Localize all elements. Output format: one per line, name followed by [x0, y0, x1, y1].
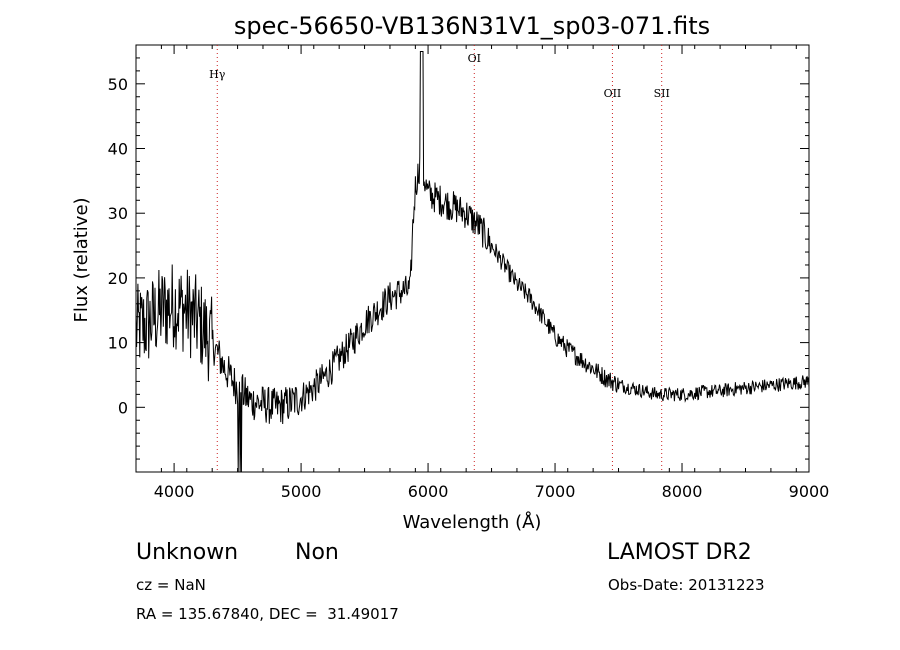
- axis-ticks: 4000 5000 6000 7000 8000 9000 0 10 20 30 40 50: [108, 45, 830, 501]
- emission-line-markers: Hγ OI OII SII: [209, 45, 670, 472]
- x-tick-label: 9000: [789, 482, 830, 501]
- spectrum-line: [135, 51, 810, 473]
- x-tick-label: 5000: [281, 482, 322, 501]
- cz-text: cz = NaN: [136, 576, 206, 594]
- subclass-label: Non: [295, 540, 339, 565]
- y-tick-label: 30: [108, 204, 128, 223]
- y-tick-label: 10: [108, 334, 128, 353]
- x-tick-label: 8000: [662, 482, 703, 501]
- y-axis-label: Flux (relative): [71, 197, 92, 322]
- line-marker-label: OII: [604, 87, 622, 100]
- x-tick-label: 6000: [408, 482, 449, 501]
- obs-date-text: Obs-Date: 20131223: [608, 576, 765, 594]
- plot-frame: [135, 44, 810, 473]
- y-tick-label: 20: [108, 269, 128, 288]
- survey-label: LAMOST DR2: [607, 540, 752, 565]
- x-tick-label: 7000: [535, 482, 576, 501]
- line-marker-label: SII: [654, 87, 670, 100]
- chart-title: spec-56650-VB136N31V1_sp03-071.fits: [234, 12, 710, 40]
- x-tick-label: 4000: [154, 482, 195, 501]
- x-axis-label: Wavelength (Å): [403, 511, 542, 533]
- class-label: Unknown: [136, 540, 239, 565]
- y-tick-label: 50: [108, 75, 128, 94]
- y-tick-label: 0: [118, 398, 128, 417]
- line-marker-label: OI: [468, 52, 481, 65]
- radec-text: RA = 135.67840, DEC = 31.49017: [136, 605, 399, 623]
- line-marker-label: Hγ: [209, 68, 226, 81]
- y-tick-label: 40: [108, 140, 128, 159]
